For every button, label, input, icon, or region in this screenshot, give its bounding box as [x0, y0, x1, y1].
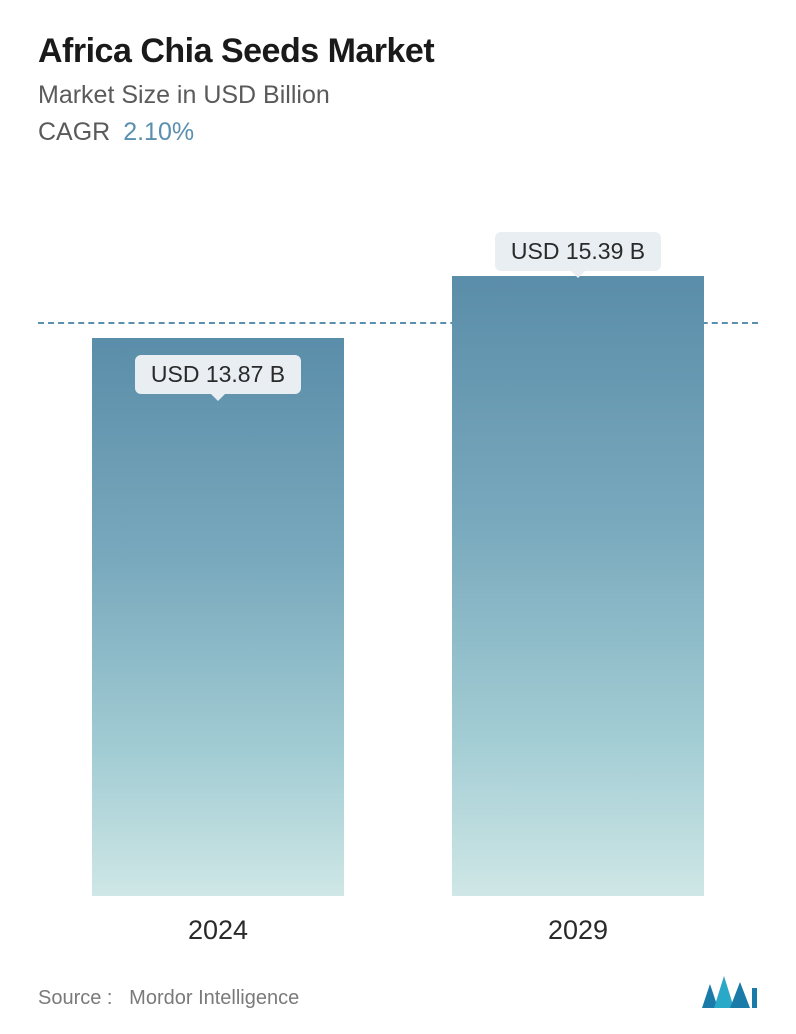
x-label: 2029: [438, 915, 718, 946]
source-prefix: Source :: [38, 987, 112, 1009]
cagr-value: 2.10%: [123, 118, 194, 146]
footer: Source : Mordor Intelligence: [38, 966, 758, 1010]
source-text: Source : Mordor Intelligence: [38, 987, 299, 1010]
bar-group-2029: USD 15.39 B: [438, 276, 718, 896]
bars-row: USD 13.87 B USD 15.39 B: [38, 276, 758, 896]
source-name: Mordor Intelligence: [129, 987, 299, 1009]
bar-group-2024: USD 13.87 B: [78, 338, 358, 896]
mordor-logo-icon: [700, 974, 758, 1010]
bar: [452, 276, 704, 896]
chart-area: USD 13.87 B USD 15.39 B 2024 2029: [38, 217, 758, 946]
value-badge: USD 13.87 B: [135, 355, 301, 394]
chart-title: Africa Chia Seeds Market: [38, 32, 758, 71]
header-block: Africa Chia Seeds Market Market Size in …: [38, 32, 758, 147]
chart-subtitle: Market Size in USD Billion: [38, 81, 758, 110]
x-axis-labels: 2024 2029: [38, 915, 758, 946]
cagr-label: CAGR: [38, 118, 110, 146]
bar: [92, 338, 344, 896]
value-badge: USD 15.39 B: [495, 232, 661, 271]
cagr-row: CAGR 2.10%: [38, 118, 758, 147]
chart-container: Africa Chia Seeds Market Market Size in …: [0, 0, 796, 1034]
x-label: 2024: [78, 915, 358, 946]
